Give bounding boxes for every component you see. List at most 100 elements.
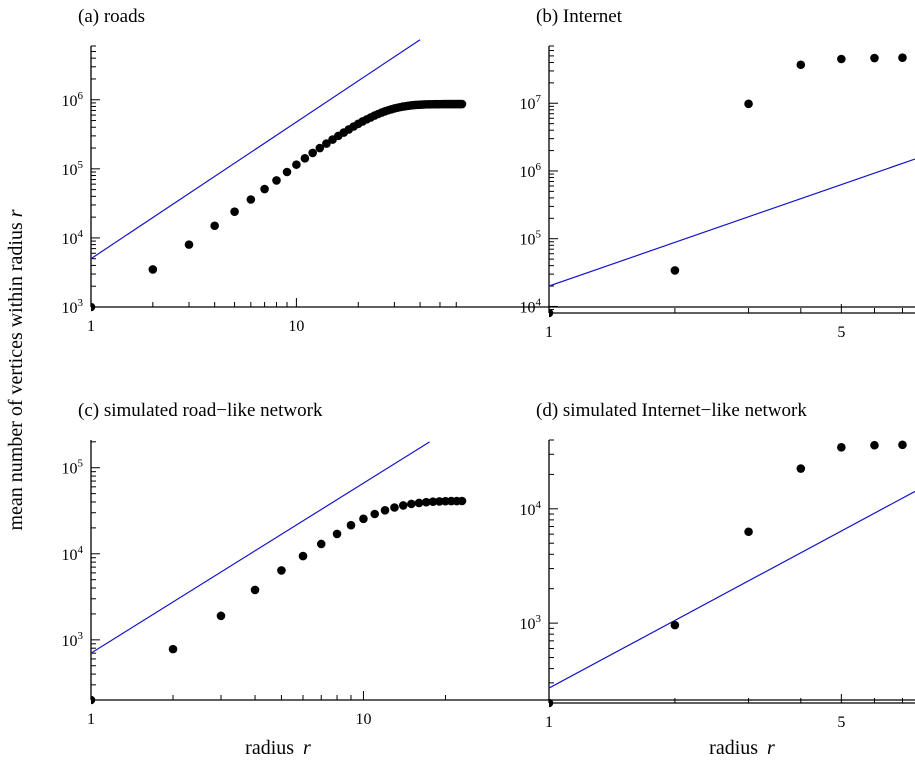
y-tick-exponent: 3 [78, 630, 84, 642]
y-tick-exponent: 4 [78, 544, 84, 556]
y-tick-base: 10 [62, 547, 78, 564]
data-point [407, 499, 416, 509]
fit-line [91, 441, 430, 654]
y-tick-exponent: 7 [536, 93, 542, 105]
panel-3: (c) simulated road−like network103104105… [62, 400, 915, 728]
data-point [91, 302, 96, 312]
data-point [796, 464, 806, 473]
data-point [837, 54, 846, 64]
data-point [744, 527, 753, 537]
y-tick-label: 105 [62, 159, 84, 179]
data-point [91, 695, 96, 705]
data-point [282, 167, 292, 177]
x-axis-label-right: radius r [709, 737, 775, 759]
data-point [300, 154, 310, 163]
data-point [898, 440, 907, 450]
data-point [250, 585, 260, 595]
data-point [549, 698, 554, 708]
data-point [549, 308, 554, 318]
x-tick-label: 10 [355, 711, 371, 728]
data-point [308, 148, 317, 158]
data-point [428, 497, 438, 506]
data-point [796, 60, 806, 70]
y-tick-label: 103 [62, 297, 84, 317]
y-tick-exponent: 4 [536, 296, 542, 308]
y-tick-label: 103 [62, 630, 84, 650]
x-tick-label: 1 [87, 318, 95, 335]
y-tick-label: 103 [520, 613, 542, 633]
data-point [230, 207, 239, 216]
y-tick-base: 10 [62, 633, 78, 650]
x-tick-label: 10 [288, 318, 304, 335]
data-point [148, 265, 158, 274]
y-tick-base: 10 [520, 616, 536, 633]
data-point [322, 139, 331, 148]
x-axis-label-right-var: r [767, 737, 775, 759]
y-tick-base: 10 [62, 231, 78, 248]
x-tick-label: 5 [837, 324, 845, 341]
data-point [260, 184, 269, 194]
data-point [457, 496, 467, 506]
data-point [168, 644, 178, 654]
data-point [457, 99, 467, 109]
data-point [398, 501, 408, 510]
data-point [246, 195, 256, 204]
data-point [346, 520, 356, 530]
data-point [292, 160, 301, 169]
y-tick-exponent: 3 [536, 613, 542, 625]
data-point [744, 99, 753, 109]
x-axis-label-left: radius r [245, 737, 311, 759]
panel-title: (a) roads [78, 6, 145, 27]
y-axis-label-text: mean number of vertices within radius [5, 222, 27, 530]
y-tick-exponent: 5 [536, 229, 542, 241]
y-tick-base: 10 [62, 162, 78, 179]
y-tick-label: 104 [520, 499, 542, 519]
data-point [414, 498, 424, 508]
y-tick-exponent: 6 [536, 161, 542, 173]
data-point [332, 529, 342, 539]
data-point [870, 440, 879, 450]
panel-4: (d) simulated Internet−like network10310… [520, 400, 915, 731]
y-tick-base: 10 [520, 299, 536, 316]
data-point [184, 240, 194, 249]
x-tick-label: 1 [545, 714, 553, 731]
y-tick-exponent: 3 [78, 297, 84, 309]
x-tick-label: 1 [545, 324, 553, 341]
data-point [315, 143, 325, 153]
x-axis-label-left-var: r [303, 737, 311, 759]
data-point [298, 551, 308, 561]
panel-title: (c) simulated road−like network [78, 400, 323, 421]
data-point [670, 620, 680, 630]
data-point [216, 611, 226, 621]
y-tick-label: 104 [62, 544, 84, 564]
data-point [670, 266, 680, 275]
data-point [210, 221, 219, 231]
data-point [898, 53, 907, 63]
x-tick-label: 1 [87, 711, 95, 728]
y-tick-label: 104 [520, 296, 542, 316]
y-tick-label: 104 [62, 228, 84, 248]
y-tick-exponent: 5 [78, 159, 84, 171]
data-point [390, 503, 399, 512]
y-axis-label-var: r [5, 209, 27, 217]
y-tick-exponent: 4 [536, 499, 542, 511]
data-point [837, 443, 846, 452]
y-tick-exponent: 4 [78, 228, 84, 240]
y-tick-exponent: 6 [78, 90, 84, 102]
y-tick-label: 105 [62, 458, 84, 478]
data-point [435, 497, 444, 506]
data-point [380, 506, 390, 515]
panel-title: (d) simulated Internet−like network [536, 400, 807, 421]
y-tick-base: 10 [520, 232, 536, 249]
y-axis-label: mean number of vertices within radius r [5, 209, 27, 530]
y-tick-base: 10 [62, 300, 78, 317]
data-point [370, 509, 380, 519]
fit-line [91, 39, 421, 260]
x-tick-label: 5 [837, 714, 845, 731]
data-point [359, 514, 368, 524]
y-tick-base: 10 [520, 502, 536, 519]
y-tick-label: 107 [520, 93, 542, 113]
